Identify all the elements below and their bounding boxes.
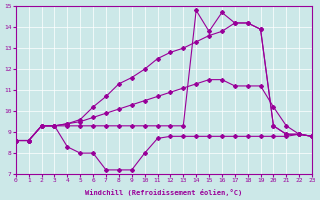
X-axis label: Windchill (Refroidissement éolien,°C): Windchill (Refroidissement éolien,°C) [85,189,243,196]
